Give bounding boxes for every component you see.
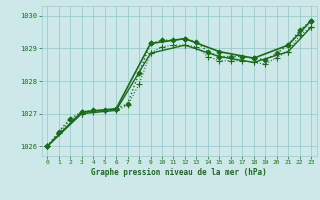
X-axis label: Graphe pression niveau de la mer (hPa): Graphe pression niveau de la mer (hPa): [91, 168, 267, 177]
